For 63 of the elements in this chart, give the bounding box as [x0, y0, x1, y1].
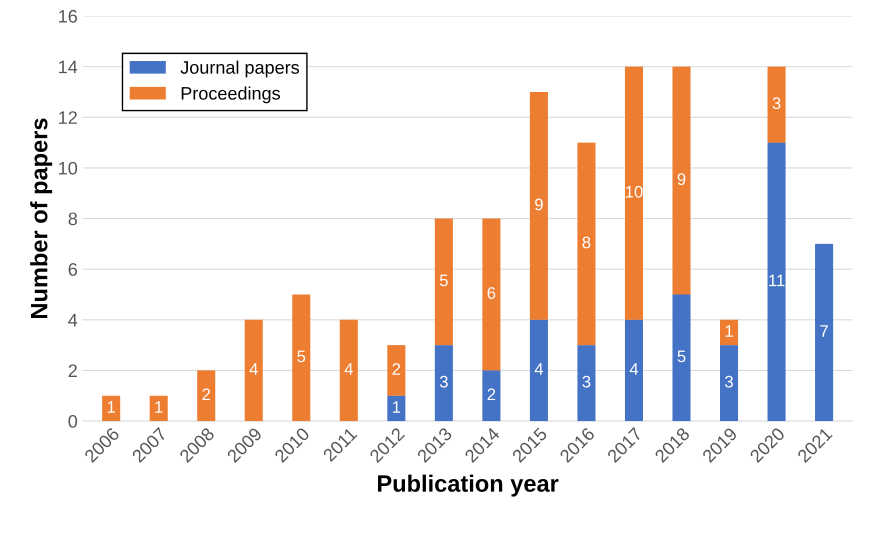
- data-label: 4: [534, 363, 544, 375]
- y-tick-label: 8: [68, 212, 78, 226]
- data-label: 4: [630, 363, 638, 375]
- y-tick-label: 14: [59, 60, 78, 74]
- data-label: 9: [535, 198, 543, 210]
- bar: [150, 396, 168, 422]
- bar: [387, 396, 406, 422]
- data-label: 11: [769, 274, 784, 286]
- bar: [292, 294, 310, 422]
- data-label: 4: [250, 363, 258, 375]
- data-label: 2: [488, 388, 496, 400]
- bar: [482, 370, 500, 422]
- bar: [530, 320, 548, 422]
- x-axis-title: Publication year: [378, 474, 558, 497]
- bar: [624, 320, 643, 422]
- bar: [577, 142, 596, 346]
- data-label: 7: [820, 325, 828, 337]
- data-label: 3: [772, 97, 780, 110]
- data-label: 3: [582, 376, 590, 388]
- bar: [434, 345, 453, 422]
- y-tick-label: 4: [68, 314, 78, 326]
- bar: [197, 370, 216, 422]
- y-tick-label: 0: [68, 415, 78, 428]
- y-tick-label: 6: [68, 263, 77, 276]
- data-label: 1: [726, 325, 733, 337]
- legend-label: Proceedings: [182, 86, 280, 104]
- data-label: 8: [582, 236, 590, 248]
- bar: [244, 320, 263, 422]
- y-axis-title: Number of papers: [30, 118, 52, 318]
- data-label: 3: [440, 376, 448, 388]
- data-label: 5: [678, 350, 686, 362]
- bar: [482, 218, 500, 370]
- bar: [624, 66, 643, 320]
- bar: [768, 66, 786, 143]
- bar: [577, 345, 596, 422]
- data-label: 5: [440, 274, 448, 286]
- bar: [720, 345, 738, 422]
- data-label: 1: [108, 401, 115, 413]
- data-label: 5: [297, 350, 306, 362]
- data-label: 9: [678, 173, 686, 186]
- data-label: 1: [155, 401, 163, 413]
- bar: [530, 92, 548, 320]
- bar: [102, 396, 120, 422]
- data-label: 3: [725, 376, 733, 388]
- bar: [387, 345, 406, 396]
- bar: [434, 218, 453, 346]
- y-tick-label: 2: [68, 364, 77, 377]
- data-label: 2: [202, 388, 210, 400]
- bar: [815, 244, 834, 422]
- y-tick-label: 16: [59, 10, 77, 23]
- data-label: 6: [488, 287, 496, 299]
- y-tick-label: 12: [59, 111, 77, 124]
- bar: [340, 320, 358, 422]
- bar: [768, 142, 786, 422]
- data-label: 10: [626, 186, 643, 198]
- y-tick-label: 10: [59, 162, 78, 175]
- bar: [720, 320, 738, 346]
- legend-label: Journal papers: [180, 60, 300, 78]
- data-label: 2: [392, 363, 400, 375]
- data-label: 4: [344, 363, 353, 375]
- bar: [672, 294, 691, 422]
- data-label: 1: [392, 401, 400, 413]
- bar: [672, 66, 691, 294]
